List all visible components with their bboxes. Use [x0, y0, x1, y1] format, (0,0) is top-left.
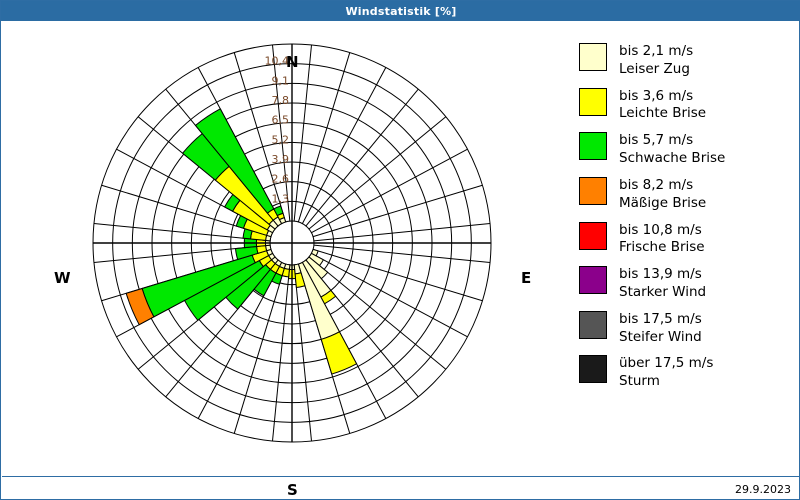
- legend-label: bis 8,2 m/s Mäßige Brise: [619, 177, 706, 213]
- legend-color-swatch: [579, 221, 607, 250]
- radial-tick-label: 2,6: [272, 173, 290, 186]
- legend-beaufort-name: Frische Brise: [619, 239, 705, 256]
- compass-label-north: N: [286, 53, 299, 71]
- legend-color-swatch: [579, 87, 607, 116]
- grid-spoke: [305, 88, 419, 227]
- legend-item: bis 8,2 m/s Mäßige Brise: [579, 176, 795, 213]
- grid-spoke: [233, 52, 287, 223]
- date-stamp: 29.9.2023: [735, 483, 791, 496]
- legend-speed-range: bis 3,6 m/s: [619, 87, 694, 104]
- grid-spoke: [271, 264, 291, 442]
- legend-beaufort-name: Schwache Brise: [619, 150, 726, 167]
- legend-color-swatch: [579, 132, 607, 161]
- legend: bis 2,1 m/s Leiser Zug bis 3,6 m/s Leichte …: [579, 43, 795, 400]
- wind-petals: [125, 108, 358, 375]
- windrose-chart: 1,3 2,6 3,9 5,2 6,5 7,8 9,1 10,4: [92, 43, 492, 443]
- grid-spoke: [308, 116, 447, 230]
- legend-label: bis 10,8 m/s Frische Brise: [619, 222, 705, 258]
- legend-item: bis 10,8 m/s Frische Brise: [579, 221, 795, 258]
- legend-item: bis 17,5 m/s Steifer Wind: [579, 310, 795, 347]
- grid-spoke: [311, 148, 468, 234]
- legend-color-swatch: [579, 43, 607, 71]
- legend-item: über 17,5 m/s Sturm: [579, 355, 795, 391]
- legend-item: bis 3,6 m/s Leichte Brise: [579, 87, 795, 124]
- legend-color-swatch: [579, 176, 607, 205]
- compass-label-west: W: [54, 269, 71, 287]
- grid-spoke: [297, 52, 351, 223]
- compass-label-east: E: [521, 269, 532, 287]
- grid-spoke: [312, 184, 483, 238]
- radial-tick-label: 5,2: [272, 133, 290, 146]
- wind-petal-segment: [125, 287, 155, 326]
- legend-beaufort-name: Mäßige Brise: [619, 194, 707, 211]
- legend-beaufort-name: Steifer Wind: [619, 328, 702, 345]
- polar-axes: [93, 44, 491, 442]
- windrose-plot-area: 1,3 2,6 3,9 5,2 6,5 7,8 9,1 10,4 N E S W: [1, 21, 566, 500]
- legend-beaufort-name: Starker Wind: [619, 283, 707, 300]
- radial-tick-label: 3,9: [272, 153, 290, 166]
- legend-color-swatch: [579, 355, 607, 384]
- legend-label: bis 5,7 m/s Schwache Brise: [619, 132, 725, 168]
- legend-speed-range: bis 13,9 m/s: [619, 266, 702, 283]
- grid-spoke: [233, 263, 287, 434]
- radial-tick-label: 7,8: [272, 94, 290, 107]
- legend-item: bis 13,9 m/s Starker Wind: [579, 266, 795, 302]
- grid-spoke: [293, 264, 313, 442]
- legend-beaufort-name: Sturm: [619, 373, 660, 390]
- legend-label: bis 13,9 m/s Starker Wind: [619, 266, 706, 302]
- grid-spoke: [313, 222, 491, 242]
- legend-item: bis 5,7 m/s Schwache Brise: [579, 132, 795, 168]
- legend-color-swatch: [579, 310, 607, 339]
- grid-spoke: [312, 248, 483, 302]
- grid-spoke: [308, 256, 447, 370]
- legend-speed-range: bis 2,1 m/s: [619, 43, 694, 59]
- window-title-bar: Windstatistik [%]: [1, 1, 800, 21]
- grid-spoke: [293, 44, 313, 222]
- grid-spoke: [271, 44, 291, 222]
- legend-label: bis 3,6 m/s Leichte Brise: [619, 88, 706, 124]
- grid-spoke: [301, 67, 387, 224]
- legend-label: bis 17,5 m/s Steifer Wind: [619, 311, 702, 347]
- grid-spoke: [93, 222, 271, 242]
- wind-petal-segment: [273, 205, 284, 217]
- legend-color-swatch: [579, 266, 607, 295]
- legend-label: über 17,5 m/s Sturm: [619, 355, 713, 391]
- radial-tick-labels: 1,3 2,6 3,9 5,2 6,5 7,8 9,1 10,4: [265, 55, 290, 206]
- grid-spoke: [311, 252, 468, 338]
- legend-speed-range: bis 8,2 m/s: [619, 176, 694, 193]
- legend-speed-range: über 17,5 m/s: [619, 355, 714, 372]
- footer-divider: [2, 476, 799, 477]
- wind-petal-segment: [320, 331, 358, 375]
- grid-spoke: [313, 244, 491, 264]
- legend-speed-range: bis 5,7 m/s: [619, 132, 694, 149]
- legend-speed-range: bis 10,8 m/s: [619, 221, 702, 238]
- window-title: Windstatistik [%]: [345, 4, 457, 18]
- legend-beaufort-name: Leiser Zug: [619, 60, 690, 77]
- legend-beaufort-name: Leichte Brise: [619, 105, 707, 122]
- legend-label: bis 2,1 m/s Leiser Zug: [619, 43, 693, 79]
- compass-label-south: S: [287, 481, 298, 499]
- radial-tick-label: 10,4: [265, 55, 290, 68]
- radial-tick-label: 9,1: [272, 74, 290, 87]
- legend-speed-range: bis 17,5 m/s: [619, 310, 702, 327]
- radial-tick-label: 1,3: [272, 192, 290, 205]
- legend-item: bis 2,1 m/s Leiser Zug: [579, 43, 795, 79]
- radial-tick-label: 6,5: [272, 114, 290, 127]
